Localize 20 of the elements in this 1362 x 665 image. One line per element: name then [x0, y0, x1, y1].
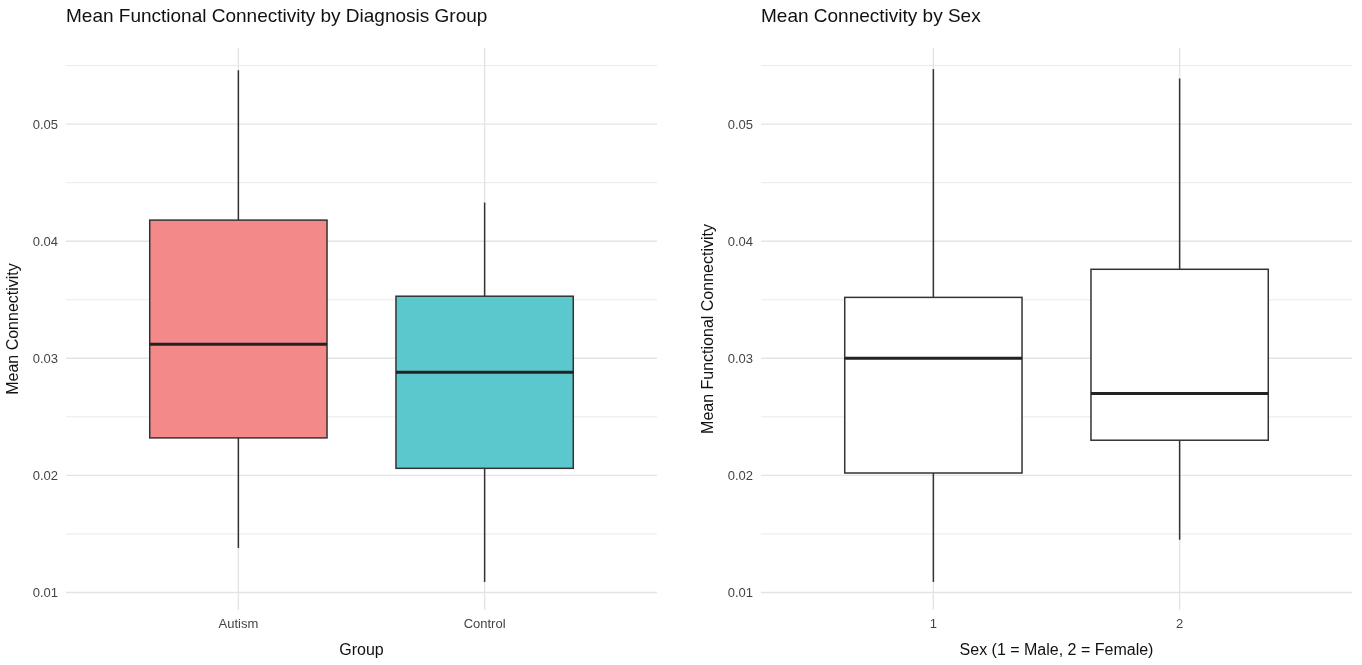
x-tick-label: Autism — [218, 616, 259, 631]
y-tick-label: 0.01 — [32, 584, 58, 600]
x-tick-label: 1 — [929, 616, 937, 631]
y-tick-label: 0.03 — [32, 350, 58, 366]
y-axis-title: Mean Functional Connectivity — [699, 224, 716, 434]
y-tick-label: 0.03 — [727, 350, 753, 366]
y-tick-label: 0.05 — [32, 116, 58, 132]
chart-title: Mean Functional Connectivity by Diagnosis Group — [66, 5, 488, 26]
y-tick-label: 0.02 — [32, 467, 58, 483]
y-axis-title: Mean Connectivity — [4, 263, 21, 395]
y-tick-label: 0.01 — [727, 584, 753, 600]
y-tick-label: 0.02 — [727, 467, 753, 483]
y-tick-label: 0.05 — [727, 116, 753, 132]
chart-title: Mean Connectivity by Sex — [761, 5, 982, 26]
y-tick-label: 0.04 — [32, 233, 58, 249]
x-axis-title: Sex (1 = Male, 2 = Female) — [959, 641, 1154, 658]
y-tick-label: 0.04 — [727, 233, 753, 249]
x-axis-title: Group — [339, 641, 384, 658]
x-tick-label: Control — [463, 616, 506, 631]
x-tick-label: 2 — [1176, 616, 1184, 631]
